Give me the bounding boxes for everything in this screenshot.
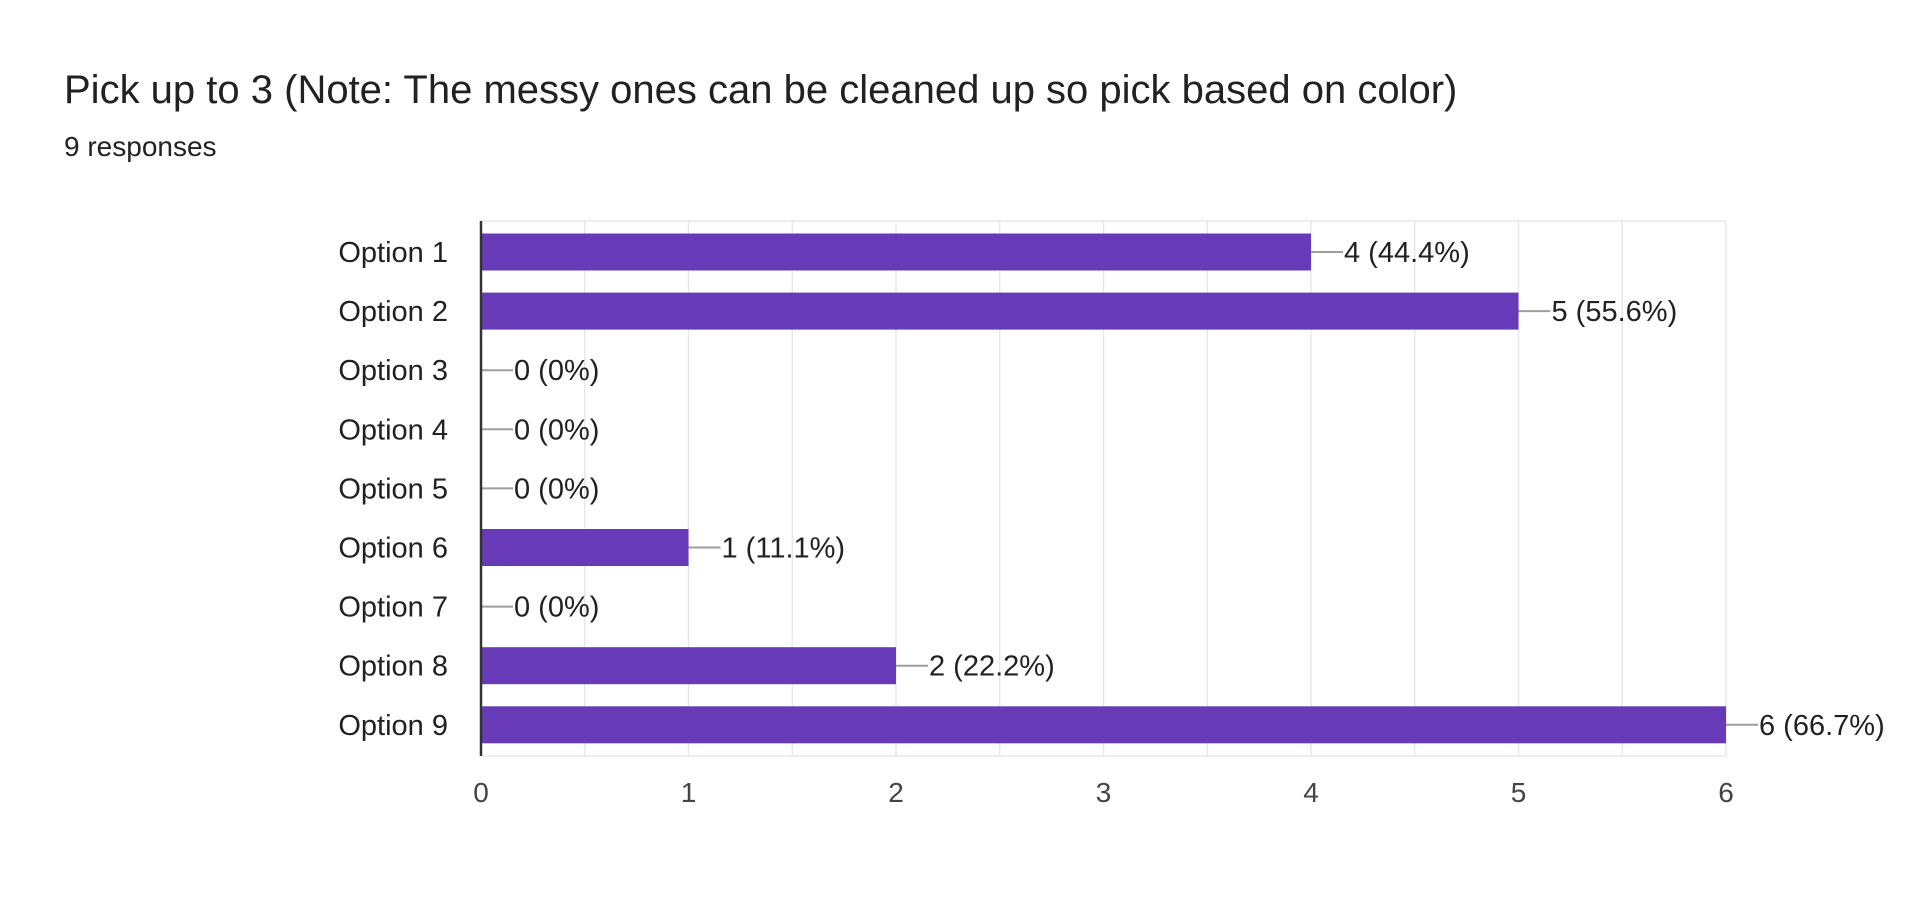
- category-label: Option 5: [338, 473, 448, 505]
- chart-title: Pick up to 3 (Note: The messy ones can b…: [64, 68, 1458, 112]
- data-label: 0 (0%): [514, 592, 599, 624]
- data-label: 0 (0%): [514, 473, 599, 505]
- data-label: 6 (66.7%): [1759, 710, 1885, 742]
- data-label: 0 (0%): [514, 355, 599, 387]
- data-label: 2 (22.2%): [929, 651, 1055, 683]
- bar: [481, 292, 1519, 330]
- category-label: Option 8: [338, 651, 448, 683]
- x-tick-label: 4: [1303, 777, 1319, 808]
- bar: [481, 529, 689, 566]
- category-label: Option 7: [338, 592, 448, 624]
- x-tick-label: 6: [1718, 777, 1734, 808]
- x-tick-label: 5: [1511, 777, 1527, 808]
- category-label: Option 4: [338, 414, 448, 446]
- x-tick-label: 2: [888, 777, 904, 808]
- category-label: Option 3: [338, 355, 448, 387]
- bar: [481, 647, 896, 685]
- category-label: Option 1: [338, 237, 448, 269]
- category-label: Option 6: [338, 533, 448, 565]
- x-tick-label: 1: [681, 777, 697, 808]
- data-label: 0 (0%): [514, 414, 599, 446]
- category-label: Option 9: [338, 710, 448, 742]
- bar: [481, 233, 1311, 271]
- data-label: 4 (44.4%): [1344, 237, 1470, 269]
- bar: [481, 706, 1726, 744]
- x-tick-label: 0: [473, 777, 489, 808]
- response-count: 9 responses: [64, 131, 217, 162]
- category-label: Option 2: [338, 296, 448, 328]
- x-tick-label: 3: [1096, 777, 1112, 808]
- data-label: 5 (55.6%): [1552, 296, 1678, 328]
- data-label: 1 (11.1%): [722, 533, 846, 565]
